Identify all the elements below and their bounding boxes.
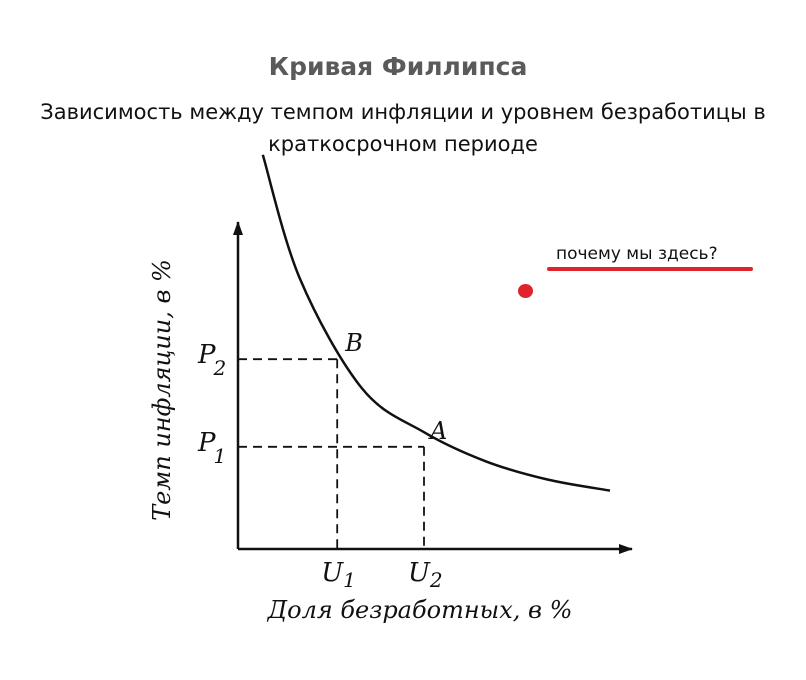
annotation-underline bbox=[547, 267, 753, 271]
x-tick-u2-sub: 2 bbox=[429, 568, 443, 592]
y-tick-label-p2: P2 bbox=[197, 340, 226, 380]
page-subtitle: Зависимость между темпом инфляции и уров… bbox=[0, 96, 806, 160]
point-label-b: B bbox=[344, 329, 363, 357]
x-tick-label-u1: U1 bbox=[321, 558, 356, 592]
y-tick-p2-main: P bbox=[197, 340, 216, 370]
subtitle-line-2: краткосрочном периоде bbox=[268, 132, 538, 156]
y-tick-p1-main: P bbox=[197, 428, 216, 458]
x-tick-u1-sub: 1 bbox=[343, 568, 356, 592]
phillips-curve bbox=[261, 154, 611, 492]
y-tick-p1-sub: 1 bbox=[214, 444, 227, 468]
subtitle-line-1: Зависимость между темпом инфляции и уров… bbox=[40, 100, 766, 124]
y-tick-label-p1: P1 bbox=[197, 428, 226, 468]
x-axis-label: Доля безработных, в % bbox=[267, 596, 573, 624]
x-tick-label-u2: U2 bbox=[408, 558, 443, 592]
red-dot bbox=[518, 284, 533, 298]
y-axis-label: Темп инфляции, в % bbox=[148, 259, 176, 521]
annotation-note: почему мы здесь? bbox=[556, 244, 718, 264]
x-tick-u2-main: U bbox=[408, 558, 431, 588]
x-tick-u1-main: U bbox=[321, 558, 344, 588]
page-title: Кривая Филлипса bbox=[268, 52, 528, 81]
point-label-a: A bbox=[428, 417, 447, 445]
y-tick-p2-sub: 2 bbox=[213, 356, 227, 380]
